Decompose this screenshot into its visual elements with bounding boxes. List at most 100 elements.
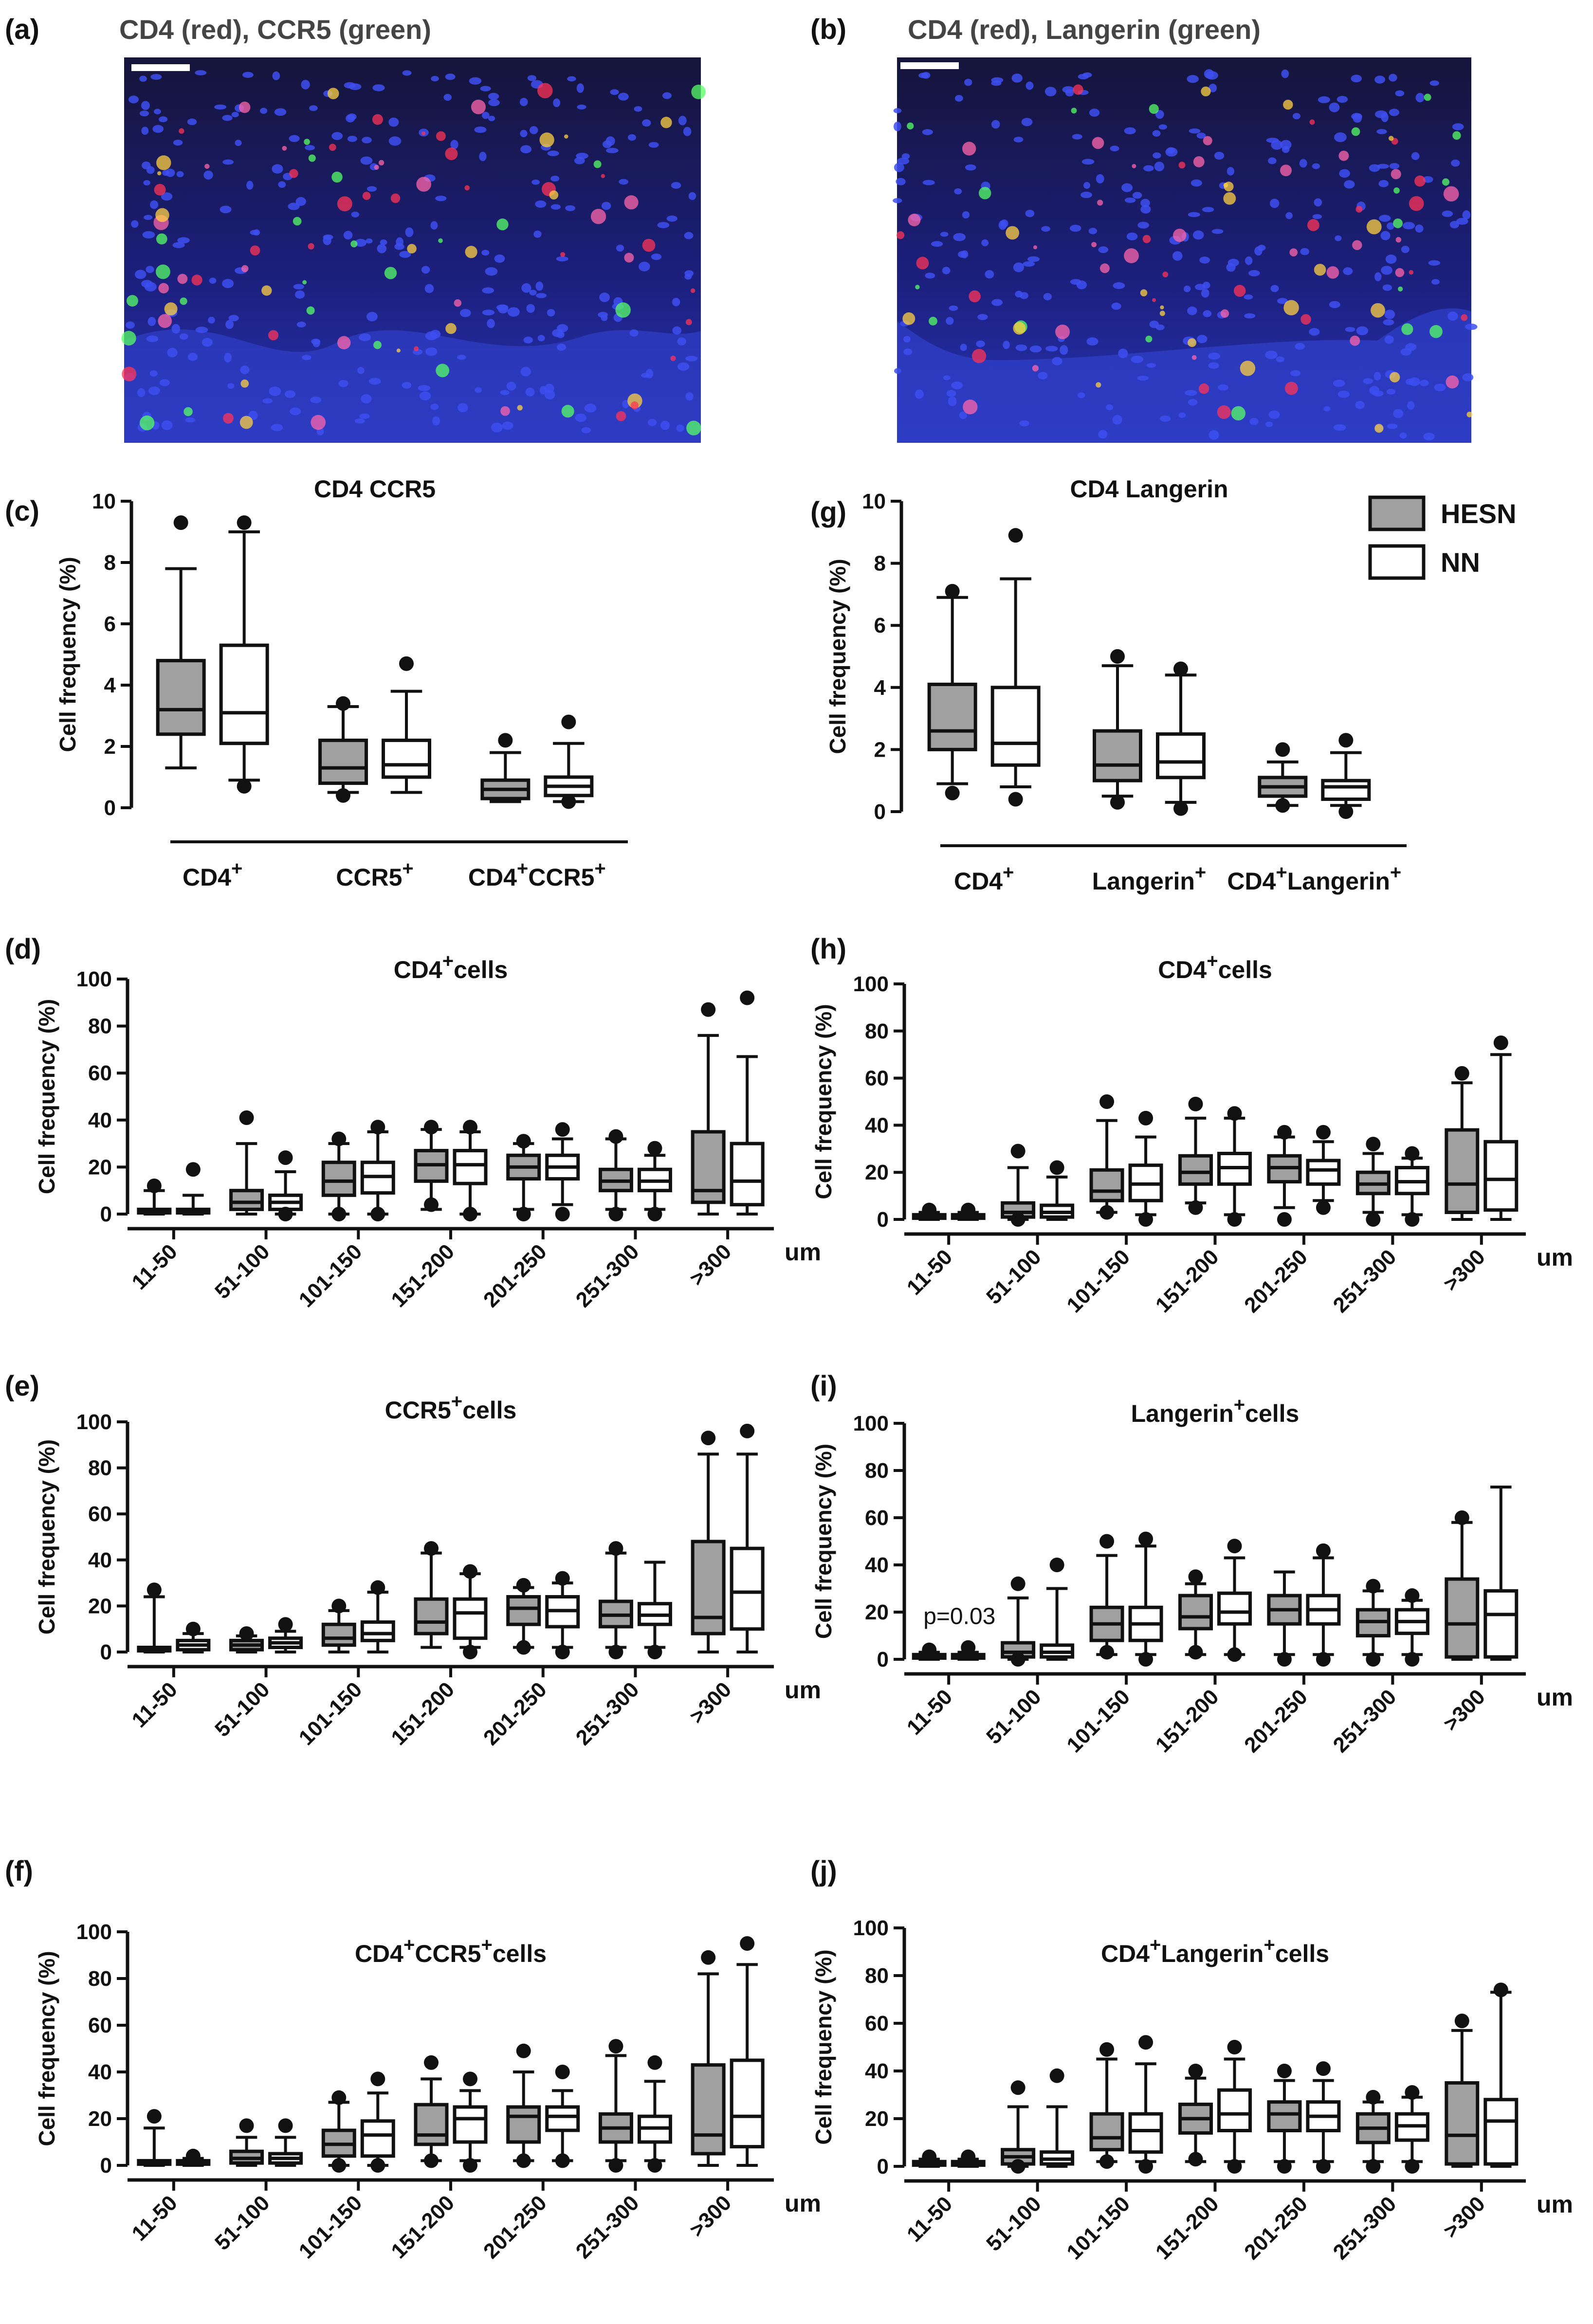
legend-nn-label: NN: [1441, 547, 1480, 578]
y-tick-label: 80: [865, 1459, 889, 1483]
nucleus: [520, 145, 532, 154]
nucleus: [1019, 420, 1029, 427]
y-axis-label: Cell frequency (%): [811, 1444, 836, 1639]
box-nn: [453, 1120, 488, 1221]
nucleus: [1329, 102, 1340, 112]
nucleus: [481, 250, 490, 256]
nucleus: [1384, 335, 1394, 344]
nucleus: [556, 331, 565, 338]
nucleus: [372, 84, 385, 91]
nucleus: [535, 200, 547, 208]
outlier-point: [945, 785, 960, 800]
box-nn: [453, 1564, 488, 1659]
nucleus: [1070, 279, 1081, 285]
nucleus: [1124, 197, 1136, 203]
nucleus: [1143, 165, 1154, 172]
nucleus: [126, 321, 135, 329]
nucleus: [1401, 245, 1410, 254]
box-iqr: [730, 1546, 765, 1631]
nucleus: [1389, 109, 1399, 116]
nucleus: [187, 353, 198, 361]
chart-title-part: CD4: [394, 956, 442, 983]
nucleus: [366, 311, 378, 322]
nucleus: [338, 380, 348, 387]
nucleus: [1399, 432, 1407, 439]
nucleus: [1267, 157, 1277, 164]
nucleus: [685, 356, 698, 362]
nucleus: [1266, 138, 1279, 143]
y-tick-label: 100: [76, 967, 112, 991]
stained-cell: [414, 346, 419, 351]
outlier-point: [1099, 1645, 1115, 1660]
y-tick-label: 60: [865, 1506, 889, 1530]
outlier-point: [1366, 2159, 1381, 2174]
nucleus: [581, 427, 591, 434]
nucleus: [421, 266, 430, 274]
nucleus: [1374, 75, 1386, 84]
stained-cell: [1393, 218, 1403, 228]
x-tick-label: 11-50: [902, 2192, 957, 2247]
outlier-point: [1188, 1645, 1203, 1660]
nucleus: [1379, 215, 1391, 222]
box-hesn: [912, 2149, 947, 2168]
outlier-point: [701, 1002, 716, 1017]
nucleus: [231, 111, 239, 118]
outlier-point: [278, 1207, 293, 1221]
nucleus: [672, 326, 682, 335]
outlier-point: [1366, 1579, 1381, 1594]
y-axis-label: Cell frequency (%): [811, 1949, 836, 2144]
outlier-point: [740, 990, 755, 1005]
box-nn: [360, 1580, 395, 1653]
nucleus: [1023, 261, 1035, 267]
nucleus: [1456, 218, 1468, 225]
nucleus: [402, 381, 412, 389]
nucleus: [577, 104, 586, 109]
nucleus: [457, 355, 466, 360]
stained-cell: [179, 128, 184, 134]
panel-label: (f): [5, 1855, 33, 1887]
nucleus: [305, 145, 315, 150]
nucleus: [354, 238, 367, 247]
nucleus: [931, 241, 943, 247]
stained-cell: [1033, 245, 1038, 250]
nucleus: [1434, 383, 1446, 391]
x-tick-label: 251-300: [571, 1677, 644, 1750]
y-tick-label: 100: [853, 1916, 889, 1940]
stained-cell: [155, 208, 169, 222]
outlier-point: [1099, 2042, 1115, 2057]
nucleus: [301, 80, 310, 90]
nucleus: [685, 392, 694, 401]
nucleus: [1415, 92, 1425, 103]
stained-cell: [517, 405, 523, 411]
box-iqr: [506, 2105, 541, 2144]
stained-cell: [454, 299, 462, 307]
nucleus: [1248, 270, 1260, 276]
x-tick-label: >300: [1439, 1245, 1490, 1296]
nucleus: [396, 237, 404, 247]
outlier-point: [1049, 2068, 1064, 2083]
stained-cell: [250, 245, 260, 256]
outlier-point: [1227, 2159, 1242, 2174]
stained-cell: [374, 164, 379, 170]
box-nn: [730, 1423, 765, 1653]
nucleus: [159, 379, 170, 386]
y-tick-label: 0: [874, 800, 886, 824]
outlier-point: [1493, 1982, 1508, 1997]
nucleus: [520, 366, 531, 377]
nucleus: [366, 186, 377, 192]
nucleus: [1382, 284, 1392, 291]
nucleus: [903, 348, 913, 355]
chart-h: (h) CD4+cells 0 20 40 60 80 100 Cell frequency (…: [810, 933, 1573, 1317]
stained-cell: [897, 231, 905, 239]
nucleus: [531, 179, 540, 185]
nucleus: [525, 387, 535, 397]
x-tick-label: 51-100: [210, 1239, 275, 1304]
stained-cell: [157, 171, 162, 176]
box-nn: [1040, 1558, 1075, 1661]
micrograph-b-title: CD4 (red), Langerin (green): [908, 14, 1261, 45]
stained-cell: [908, 214, 921, 227]
outlier-point: [278, 1617, 293, 1632]
x-tick-label: 101-150: [1062, 1685, 1135, 1757]
box-hesn: [1258, 742, 1308, 813]
nucleus: [1384, 309, 1395, 319]
